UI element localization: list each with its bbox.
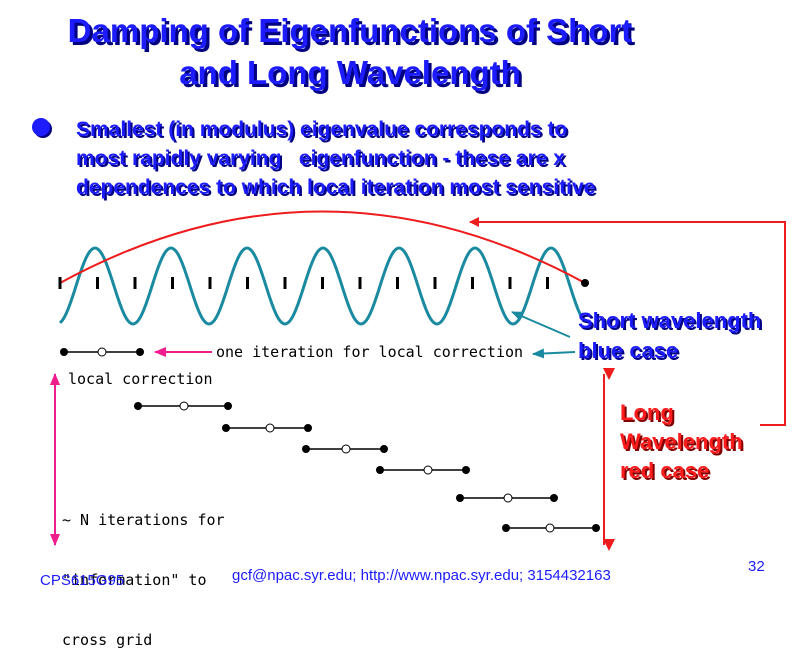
stencil-center — [179, 401, 189, 411]
short-wave-line-2: blue case — [578, 338, 679, 363]
stencil — [134, 401, 232, 411]
stencil-center — [503, 493, 513, 503]
stencil-endpoint — [134, 402, 142, 410]
stencil — [502, 523, 600, 533]
bullet-line-1: Smallest (in modulus) eigenvalue corresp… — [76, 118, 568, 141]
title-line-1: Damping of Eigenfunctions of Short — [67, 12, 633, 49]
stencil — [60, 347, 144, 357]
short-wave-arrow-2 — [532, 348, 576, 359]
stencil-center — [545, 523, 555, 533]
stencil-center — [341, 444, 351, 454]
page-number: 32 — [748, 558, 765, 575]
short-wavelength-label: Short wavelength blue case — [578, 306, 761, 366]
grid-points — [58, 277, 549, 289]
iteration-stencils — [60, 347, 600, 533]
stencil-endpoint — [302, 445, 310, 453]
local-correction-label: local correction — [68, 370, 213, 388]
stencil — [376, 465, 470, 475]
stencil-endpoint — [224, 402, 232, 410]
short-wave-line-1: Short wavelength — [578, 308, 762, 333]
long-wave-connector — [469, 217, 786, 426]
one-iteration-label: one iteration for local correction — [216, 343, 524, 361]
slide-title: Damping of Eigenfunctions of Short and L… — [0, 10, 700, 94]
n-iterations-line-3: cross grid — [62, 631, 153, 649]
stencil-endpoint — [376, 466, 384, 474]
n-iterations-line-1: ~ N iterations for — [62, 511, 225, 529]
short-wavelength-wave — [58, 246, 586, 326]
long-wavelength-label: Long Wavelength red case — [620, 398, 743, 485]
contact-info: gcf@npac.syr.edu; http://www.npac.syr.ed… — [232, 567, 611, 584]
stencil — [222, 423, 312, 433]
bullet-text: Smallest (in modulus) eigenvalue corresp… — [76, 115, 776, 202]
stencil — [456, 493, 558, 503]
stencil-endpoint — [592, 524, 600, 532]
bullet-line-2: most rapidly varying eigenfunction - the… — [76, 147, 565, 170]
long-wave-line-1: Long — [620, 400, 674, 425]
stencil-endpoint — [304, 424, 312, 432]
long-wavelength-wave — [59, 210, 586, 284]
bullet-line-3: dependences to which local iteration mos… — [76, 176, 596, 199]
course-code: CPS615G95 — [40, 572, 125, 589]
stencil — [302, 444, 388, 454]
stencil-endpoint — [222, 424, 230, 432]
bullet-icon — [32, 118, 50, 136]
n-iterations-label: ~ N iterations for "information" to cros… — [62, 470, 225, 670]
n-iterations-line-2: "information" to — [62, 571, 207, 589]
stencil-center — [423, 465, 433, 475]
eigenfunction-diagram — [50, 210, 786, 551]
grid-endpoint — [581, 279, 589, 287]
stencil-endpoint — [136, 348, 144, 356]
stencil-center — [265, 423, 275, 433]
long-wave-line-2: Wavelength — [620, 429, 743, 454]
stencil-endpoint — [456, 494, 464, 502]
long-wave-line-3: red case — [620, 458, 710, 483]
short-wave-arrow-1 — [511, 311, 571, 338]
stencil-center — [97, 347, 107, 357]
stencil-endpoint — [462, 466, 470, 474]
stencil-endpoint — [60, 348, 68, 356]
stencil-endpoint — [502, 524, 510, 532]
title-line-2: and Long Wavelength — [179, 54, 521, 91]
stencil-endpoint — [550, 494, 558, 502]
stencil-endpoint — [380, 445, 388, 453]
